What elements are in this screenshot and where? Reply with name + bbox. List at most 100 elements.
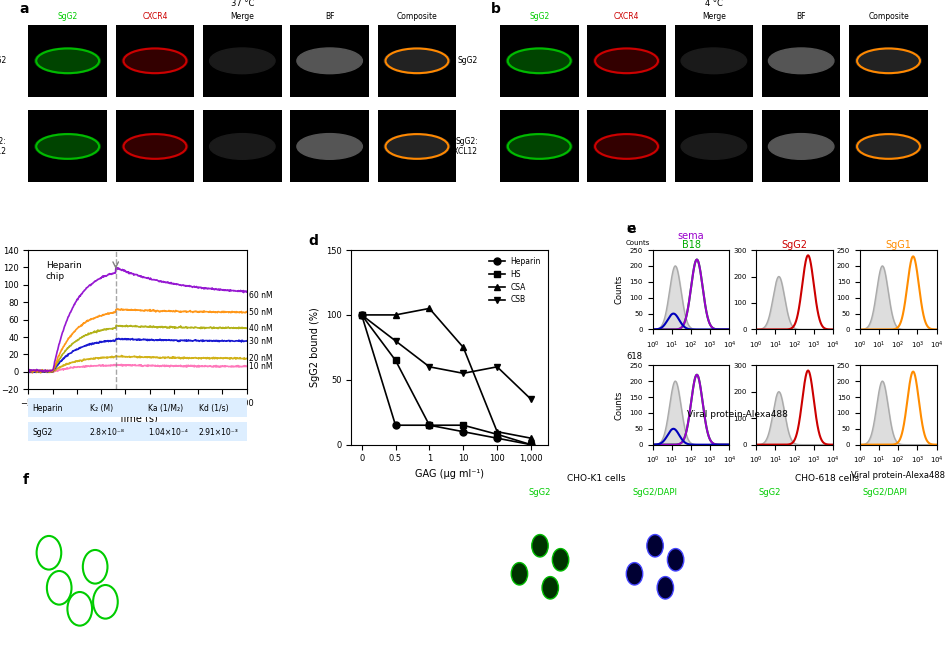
FancyBboxPatch shape xyxy=(762,110,840,183)
Text: CXCR4: CXCR4 xyxy=(142,12,167,22)
HS xyxy=(525,441,536,449)
X-axis label: Time (s): Time (s) xyxy=(117,413,157,424)
Circle shape xyxy=(768,48,834,74)
X-axis label: Viral protein-Alexa488: Viral protein-Alexa488 xyxy=(851,471,945,480)
Text: SgG2: SgG2 xyxy=(529,12,550,22)
Text: Composite: Composite xyxy=(868,12,909,22)
HS xyxy=(424,421,435,429)
Heparin xyxy=(356,311,367,319)
HS xyxy=(356,311,367,319)
Circle shape xyxy=(384,133,449,159)
Circle shape xyxy=(210,133,275,159)
Text: SgG2: SgG2 xyxy=(58,12,78,22)
Text: 50 nM: 50 nM xyxy=(249,308,272,317)
Text: Heparin: Heparin xyxy=(33,403,63,413)
FancyBboxPatch shape xyxy=(203,110,282,183)
Text: a: a xyxy=(20,2,29,16)
CSB xyxy=(390,337,401,345)
Text: b: b xyxy=(491,2,501,16)
Circle shape xyxy=(681,48,746,74)
CSB xyxy=(458,369,469,377)
Text: Merge: Merge xyxy=(231,12,254,22)
Text: K1: K1 xyxy=(626,225,637,234)
Text: 40 nM: 40 nM xyxy=(249,324,272,333)
Text: SgG2:
CXCL12: SgG2: CXCL12 xyxy=(0,137,7,156)
Text: 2.91×10⁻³: 2.91×10⁻³ xyxy=(199,428,238,436)
Text: 10 nM: 10 nM xyxy=(249,362,272,371)
Text: SgG2: SgG2 xyxy=(33,428,53,436)
Text: Viral protein-Alexa488: Viral protein-Alexa488 xyxy=(688,410,788,419)
Circle shape xyxy=(594,48,659,74)
FancyBboxPatch shape xyxy=(28,422,247,441)
Text: SgG2: SgG2 xyxy=(458,57,478,65)
X-axis label: GAG (μg ml⁻¹): GAG (μg ml⁻¹) xyxy=(415,469,484,479)
FancyBboxPatch shape xyxy=(674,25,753,97)
FancyBboxPatch shape xyxy=(28,110,107,183)
FancyBboxPatch shape xyxy=(290,110,369,183)
Circle shape xyxy=(552,549,569,571)
Text: Ka (1/M₂): Ka (1/M₂) xyxy=(149,403,184,413)
Line: CSB: CSB xyxy=(359,311,534,403)
FancyBboxPatch shape xyxy=(850,25,928,97)
Text: f: f xyxy=(24,473,29,487)
FancyBboxPatch shape xyxy=(499,110,579,183)
HS xyxy=(390,356,401,364)
Circle shape xyxy=(681,133,746,159)
Text: Heparin
chip: Heparin chip xyxy=(45,261,81,281)
Title: B18: B18 xyxy=(681,240,701,250)
Text: 20 nM: 20 nM xyxy=(249,354,272,363)
CSA xyxy=(390,311,401,319)
FancyBboxPatch shape xyxy=(499,25,579,97)
HS xyxy=(458,421,469,429)
FancyBboxPatch shape xyxy=(377,25,456,97)
Text: BF: BF xyxy=(797,12,806,22)
Y-axis label: SgG2 bound (%): SgG2 bound (%) xyxy=(310,307,321,387)
Circle shape xyxy=(210,48,275,74)
Text: d: d xyxy=(308,235,318,248)
Text: Merge: Merge xyxy=(702,12,726,22)
Circle shape xyxy=(594,133,659,159)
Text: SgG2: SgG2 xyxy=(529,487,552,497)
Title: SgG2: SgG2 xyxy=(781,240,808,250)
Circle shape xyxy=(647,535,663,557)
Text: 618: 618 xyxy=(626,352,642,361)
Text: SgG2/DAPI: SgG2/DAPI xyxy=(633,487,677,497)
HS xyxy=(492,430,503,438)
Line: HS: HS xyxy=(359,311,534,448)
Heparin xyxy=(390,421,401,429)
Line: CSA: CSA xyxy=(359,305,534,442)
Circle shape xyxy=(297,133,362,159)
Text: 4 °C: 4 °C xyxy=(705,0,723,8)
Text: Composite: Composite xyxy=(396,12,437,22)
Line: Heparin: Heparin xyxy=(359,311,534,448)
Text: 1.04×10⁻⁴: 1.04×10⁻⁴ xyxy=(149,428,188,436)
Title: SgG1: SgG1 xyxy=(885,240,911,250)
CSA xyxy=(492,428,503,436)
Circle shape xyxy=(35,133,100,159)
Text: 30 nM: 30 nM xyxy=(249,337,272,346)
Text: 2.8×10⁻⁸: 2.8×10⁻⁸ xyxy=(90,428,124,436)
FancyBboxPatch shape xyxy=(115,110,194,183)
FancyBboxPatch shape xyxy=(377,110,456,183)
FancyBboxPatch shape xyxy=(28,25,107,97)
CSB xyxy=(492,363,503,371)
FancyBboxPatch shape xyxy=(674,110,753,183)
Circle shape xyxy=(511,562,528,585)
Text: SgG2: SgG2 xyxy=(759,487,781,497)
Text: CHO-K1 cells: CHO-K1 cells xyxy=(568,474,625,483)
CSB xyxy=(424,363,435,371)
Circle shape xyxy=(856,48,921,74)
CSA xyxy=(525,434,536,442)
Circle shape xyxy=(35,48,100,74)
Heparin xyxy=(492,434,503,442)
Circle shape xyxy=(122,133,187,159)
CSA xyxy=(458,344,469,351)
Text: SgG2/DAPI: SgG2/DAPI xyxy=(863,487,907,497)
FancyBboxPatch shape xyxy=(762,25,840,97)
Y-axis label: Counts: Counts xyxy=(615,275,624,304)
Text: Kd (1/s): Kd (1/s) xyxy=(199,403,228,413)
Text: CHO-618 cells: CHO-618 cells xyxy=(795,474,859,483)
Circle shape xyxy=(506,133,572,159)
Text: 37 °C: 37 °C xyxy=(231,0,254,8)
Circle shape xyxy=(297,48,362,74)
